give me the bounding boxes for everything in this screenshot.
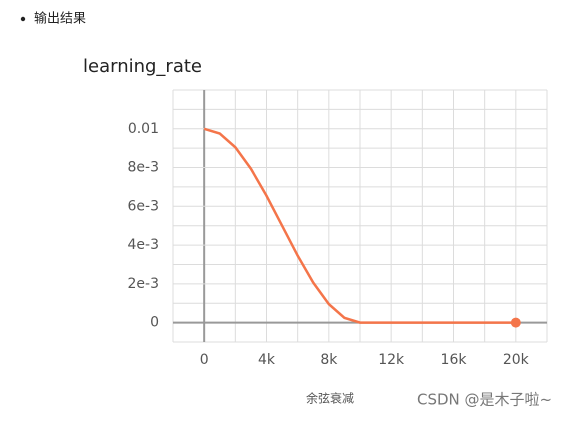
y-tick-label: 8e-3: [128, 160, 159, 176]
y-tick-label: 6e-3: [128, 198, 159, 214]
y-tick-label: 0: [150, 315, 159, 331]
line: [203, 127, 516, 324]
heading: 输出结果: [34, 11, 86, 27]
y-tick-label: 0.01: [128, 121, 159, 137]
x-tick-label: 8k: [320, 352, 338, 368]
y-tick-label: 2e-3: [128, 276, 159, 292]
x-tick-label: 4k: [258, 352, 276, 368]
x-tick-label: 20k: [503, 352, 530, 368]
x-tick-label: 16k: [441, 352, 468, 368]
x-tick-label: 12k: [378, 352, 405, 368]
end-point: [510, 317, 521, 328]
watermark: CSDN @是木子啦~: [417, 391, 552, 409]
caption: 余弦衰减: [306, 391, 354, 406]
bullet: [20, 16, 26, 22]
chart-title: learning_rate: [83, 56, 202, 77]
y-tick-label: 4e-3: [128, 237, 159, 253]
x-tick-label: 0: [200, 352, 209, 368]
